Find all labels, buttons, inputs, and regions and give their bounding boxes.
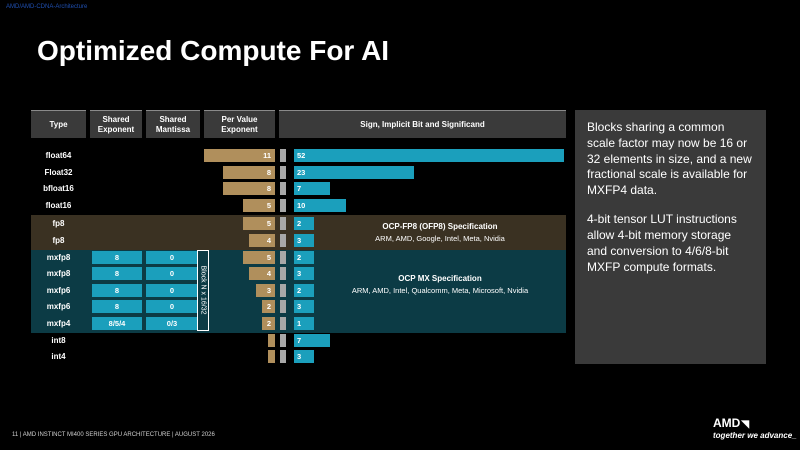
significand-bar: 10 bbox=[294, 199, 346, 212]
tagline: together we advance_ bbox=[713, 431, 797, 440]
implicit-bit-marker bbox=[280, 182, 286, 195]
exponent-bar: 5 bbox=[242, 251, 275, 264]
implicit-bit-marker bbox=[280, 350, 286, 363]
row-type-label: mxfp4 bbox=[46, 319, 71, 328]
implicit-bit-marker bbox=[280, 317, 286, 330]
shared-exponent-cell: 8 bbox=[92, 284, 142, 297]
row-type-label: mxfp6 bbox=[46, 286, 71, 295]
significand-bar: 52 bbox=[294, 149, 565, 162]
row-type-label: float64 bbox=[45, 151, 72, 160]
header-shared-mantissa: Shared Mantissa bbox=[146, 110, 200, 138]
logo-text: AMD bbox=[713, 416, 741, 430]
significand-bar: 1 bbox=[294, 317, 314, 330]
implicit-bit-marker bbox=[280, 166, 286, 179]
implicit-bit-marker bbox=[280, 284, 286, 297]
sign-bit-marker bbox=[268, 334, 275, 347]
significand-bar: 2 bbox=[294, 217, 314, 230]
header-significand: Sign, Implicit Bit and Significand bbox=[279, 110, 566, 138]
exponent-bar: 11 bbox=[203, 149, 275, 162]
significand-bar: 3 bbox=[294, 350, 314, 363]
row-type-label: bfloat16 bbox=[43, 184, 74, 193]
source-link[interactable]: AMD/AMD-CDNA-Architecture bbox=[6, 4, 88, 10]
implicit-bit-marker bbox=[280, 217, 286, 230]
implicit-bit-marker bbox=[280, 149, 286, 162]
shared-mantissa-cell: 0 bbox=[146, 267, 198, 280]
significand-bar: 7 bbox=[294, 334, 331, 347]
implicit-bit-marker bbox=[280, 234, 286, 247]
row-type-label: mxfp6 bbox=[46, 302, 71, 311]
exponent-bar: 4 bbox=[249, 234, 275, 247]
significand-bar: 3 bbox=[294, 267, 314, 280]
block-size-label: Block N x 16/32 bbox=[199, 265, 207, 315]
info-panel: Blocks sharing a common scale factor may… bbox=[575, 110, 766, 364]
row-type-label: mxfp8 bbox=[46, 269, 71, 278]
row-type-label: int8 bbox=[51, 336, 66, 345]
amd-logo: AMD◥ bbox=[713, 416, 749, 430]
row-type-label: fp8 bbox=[52, 219, 65, 228]
shared-exponent-cell: 8 bbox=[92, 300, 142, 313]
sign-bit-marker bbox=[268, 350, 275, 363]
shared-exponent-cell: 8 bbox=[92, 251, 142, 264]
exponent-bar: 5 bbox=[242, 199, 275, 212]
row-type-label: int4 bbox=[51, 352, 66, 361]
exponent-bar: 4 bbox=[249, 267, 275, 280]
exponent-bar: 5 bbox=[242, 217, 275, 230]
significand-bar: 3 bbox=[294, 300, 314, 313]
row-type-label: Float32 bbox=[44, 168, 73, 177]
ocp-mx-members: ARM, AMD, Intel, Qualcomm, Meta, Microso… bbox=[351, 286, 529, 295]
exponent-bar: 8 bbox=[223, 166, 275, 179]
block-size-box bbox=[197, 250, 209, 331]
page-title: Optimized Compute For AI bbox=[37, 35, 390, 66]
significand-bar: 23 bbox=[294, 166, 414, 179]
significand-bar: 2 bbox=[294, 284, 314, 297]
logo-arrow-icon: ◥ bbox=[741, 419, 750, 430]
header-type: Type bbox=[31, 110, 86, 138]
shared-exponent-cell: 8 bbox=[92, 267, 142, 280]
header-shared-exponent: Shared Exponent bbox=[90, 110, 142, 138]
row-type-label: fp8 bbox=[52, 236, 65, 245]
row-type-label: mxfp8 bbox=[46, 253, 71, 262]
implicit-bit-marker bbox=[280, 267, 286, 280]
shared-mantissa-cell: 0 bbox=[146, 284, 198, 297]
info-paragraph-1: Blocks sharing a common scale factor may… bbox=[587, 120, 752, 198]
exponent-bar: 8 bbox=[223, 182, 275, 195]
ocp-mx-title: OCP MX Specification bbox=[398, 274, 482, 283]
header-per-value-exponent: Per Value Exponent bbox=[204, 110, 275, 138]
ocp-fp8-members: ARM, AMD, Google, Intel, Meta, Nvidia bbox=[375, 234, 505, 243]
ocp-fp8-title: OCP-FP8 (OFP8) Specification bbox=[382, 222, 498, 231]
significand-bar: 7 bbox=[294, 182, 331, 195]
shared-mantissa-cell: 0/3 bbox=[146, 317, 198, 330]
implicit-bit-marker bbox=[280, 199, 286, 212]
exponent-bar: 3 bbox=[255, 284, 275, 297]
footer-text: 11 | AMD INSTINCT MI400 SERIES GPU ARCHI… bbox=[12, 432, 215, 438]
implicit-bit-marker bbox=[280, 300, 286, 313]
info-paragraph-2: 4-bit tensor LUT instructions allow 4-bi… bbox=[587, 212, 737, 274]
significand-bar: 2 bbox=[294, 251, 314, 264]
implicit-bit-marker bbox=[280, 334, 286, 347]
row-type-label: float16 bbox=[45, 201, 72, 210]
shared-mantissa-cell: 0 bbox=[146, 251, 198, 264]
exponent-bar: 2 bbox=[262, 300, 275, 313]
significand-bar: 3 bbox=[294, 234, 314, 247]
exponent-bar: 2 bbox=[262, 317, 275, 330]
implicit-bit-marker bbox=[280, 251, 286, 264]
shared-mantissa-cell: 0 bbox=[146, 300, 198, 313]
shared-exponent-cell: 8/5/4 bbox=[92, 317, 142, 330]
